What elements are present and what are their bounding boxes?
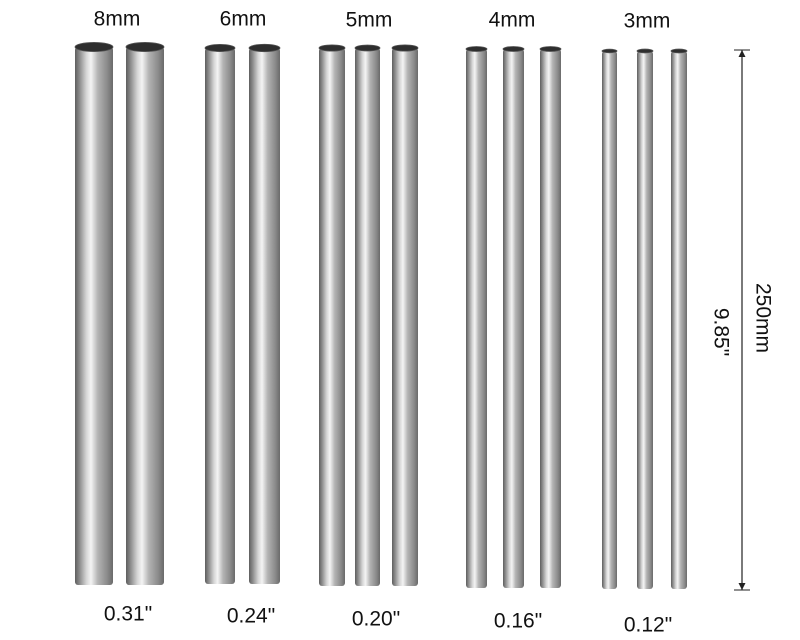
- rod: [392, 48, 418, 586]
- rod-end: [601, 48, 618, 54]
- rod-diameter-imperial: 0.16": [494, 610, 542, 633]
- rod: [671, 51, 687, 589]
- rod-diameter-imperial: 0.24": [227, 605, 275, 628]
- rod-end: [74, 42, 114, 52]
- rod-diameter-imperial: 0.20": [352, 608, 400, 631]
- rod-end: [204, 44, 236, 53]
- rod-end: [125, 42, 165, 52]
- rod: [540, 49, 561, 588]
- rod: [466, 49, 487, 588]
- rod-diameter-metric: 8mm: [94, 8, 141, 31]
- rod-diameter-imperial: 0.31": [104, 603, 152, 626]
- rod: [249, 48, 280, 584]
- rods: [74, 42, 688, 589]
- rod-diameter-metric: 3mm: [624, 10, 671, 33]
- rod: [503, 49, 524, 588]
- length-imperial: 9.85": [709, 308, 732, 356]
- length-metric: 250mm: [751, 283, 774, 353]
- rod: [319, 48, 345, 586]
- rod-end: [465, 46, 488, 52]
- rod: [637, 51, 653, 589]
- rod-end: [248, 43, 281, 53]
- rod-diameter-imperial: 0.12": [624, 614, 672, 637]
- rod-end: [354, 44, 381, 52]
- rod-end: [670, 48, 688, 54]
- rod-diameter-metric: 5mm: [346, 9, 393, 32]
- rod-end: [502, 46, 525, 52]
- rod: [355, 48, 380, 586]
- rod: [205, 48, 235, 584]
- rod-diameter-metric: 4mm: [489, 9, 536, 32]
- rod: [126, 47, 164, 585]
- rod: [602, 51, 617, 589]
- rod-diameter-metric: 6mm: [220, 8, 267, 31]
- rod-end: [539, 46, 562, 52]
- rod: [75, 47, 113, 585]
- rod-end: [636, 48, 654, 54]
- rod-end: [391, 44, 419, 52]
- rod-end: [318, 44, 346, 52]
